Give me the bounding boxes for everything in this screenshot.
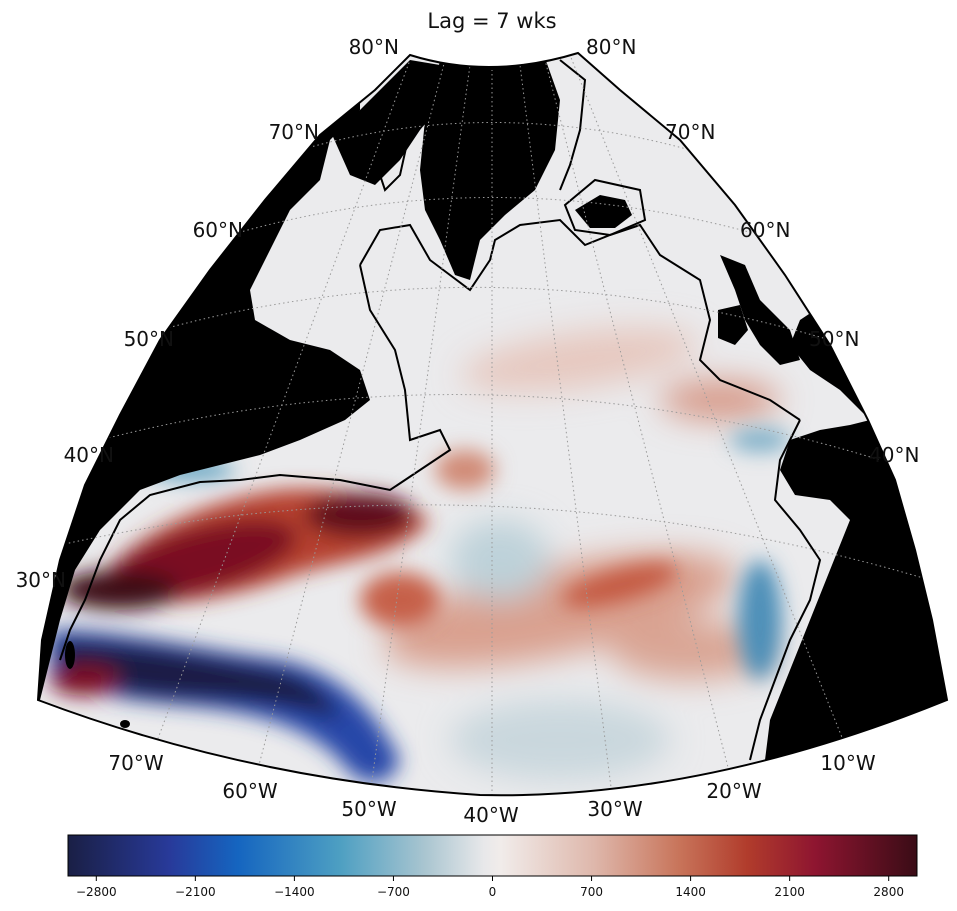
lon-label-20w: 20°W bbox=[706, 779, 761, 803]
anomaly-warm-mid bbox=[360, 572, 440, 628]
lat-label-30n: 30°N bbox=[16, 568, 66, 592]
lon-label-10w: 10°W bbox=[820, 751, 875, 775]
anomaly-warm-southeast bbox=[610, 620, 770, 680]
land-cuba bbox=[65, 641, 75, 669]
colorbar-tick-label: 0 bbox=[489, 885, 497, 899]
land-bahamas bbox=[120, 720, 130, 728]
land-ireland bbox=[718, 305, 748, 345]
contour-arctic bbox=[368, 98, 412, 192]
colorbar-tick-label: 2800 bbox=[873, 885, 904, 899]
colorbar-tick-label: 1400 bbox=[675, 885, 706, 899]
lat-label-60n-right: 60°N bbox=[740, 218, 790, 242]
anomaly-field-broad bbox=[383, 327, 780, 780]
colorbar-ticks: −2800 −2100 −1400 −700 0 700 1400 2100 2800 bbox=[76, 876, 904, 899]
lon-label-50w: 50°W bbox=[341, 797, 396, 821]
lat-label-50n-right: 50°N bbox=[809, 327, 859, 351]
anomaly-cool-south bbox=[450, 700, 670, 780]
colorbar-gradient bbox=[67, 834, 918, 877]
anomaly-warm-iberia bbox=[660, 380, 780, 420]
land-greenland bbox=[420, 58, 560, 280]
anomaly-field-core bbox=[50, 428, 790, 783]
parallel-line bbox=[59, 504, 931, 581]
contour-west-atlantic bbox=[59, 264, 452, 661]
contour-greenland-east bbox=[559, 59, 587, 191]
lat-label-50n: 50°N bbox=[124, 327, 174, 351]
lat-label-80n: 80°N bbox=[349, 35, 399, 59]
lon-label-40w: 40°W bbox=[463, 803, 518, 827]
anomaly-warm-caribbean bbox=[50, 664, 120, 696]
land-iceland bbox=[575, 195, 632, 228]
colorbar-tick-label: −2100 bbox=[175, 885, 216, 899]
anomaly-cool-canary bbox=[738, 560, 782, 680]
colorbar-tick-label: 700 bbox=[580, 885, 603, 899]
anomaly-warm-north bbox=[435, 450, 495, 490]
subtropical-cold-core bbox=[60, 640, 340, 720]
colorbar-tick-label: −2800 bbox=[76, 885, 117, 899]
lat-label-40n-right: 40°N bbox=[869, 443, 919, 467]
contour-labrador bbox=[359, 218, 801, 421]
lat-label-70n-right: 70°N bbox=[665, 120, 715, 144]
lat-label-40n: 40°N bbox=[64, 443, 114, 467]
meridian-line bbox=[369, 64, 471, 796]
gulf-stream-warm-east bbox=[305, 493, 415, 537]
colorbar-tick-label: −1400 bbox=[274, 885, 315, 899]
lat-labels-right: 40°N 50°N 60°N 70°N 80°N bbox=[586, 35, 919, 467]
map-title: Lag = 7 wks bbox=[427, 9, 556, 33]
lon-label-60w: 60°W bbox=[222, 779, 277, 803]
colorbar-tick-label: 2100 bbox=[774, 885, 805, 899]
colorbar: −2800 −2100 −1400 −700 0 700 1400 2100 2800 bbox=[67, 834, 918, 899]
anomaly-warm-subpolar bbox=[461, 327, 699, 393]
contour-east-atlantic bbox=[749, 419, 822, 761]
anomaly-warm-azores bbox=[561, 563, 679, 607]
meridian-line bbox=[519, 64, 613, 796]
map-boundary bbox=[36, 51, 949, 797]
lon-label-30w: 30°W bbox=[587, 797, 642, 821]
graticule bbox=[59, 54, 931, 796]
contour-iceland bbox=[563, 178, 647, 237]
parallel-line bbox=[229, 197, 761, 236]
meridian-line bbox=[544, 59, 731, 776]
lat-label-70n: 70°N bbox=[269, 120, 319, 144]
lat-label-80n-right: 80°N bbox=[586, 35, 636, 59]
lat-labels-left: 30°N 40°N 50°N 60°N 70°N 80°N bbox=[16, 35, 399, 592]
anomaly-cool-central bbox=[450, 520, 550, 600]
shelf-contours bbox=[59, 59, 822, 761]
lon-label-70w: 70°W bbox=[108, 751, 163, 775]
lat-label-60n: 60°N bbox=[193, 218, 243, 242]
anomaly-warm-southwest bbox=[60, 570, 180, 610]
anomaly-cool-biscay bbox=[730, 428, 790, 452]
colorbar-tick-label: −700 bbox=[377, 885, 410, 899]
land-arctic-islands bbox=[330, 60, 445, 185]
lon-labels: 70°W 60°W 50°W 40°W 30°W 20°W 10°W bbox=[108, 751, 875, 827]
land-great-britain bbox=[720, 255, 800, 365]
meridian-line bbox=[149, 59, 411, 761]
